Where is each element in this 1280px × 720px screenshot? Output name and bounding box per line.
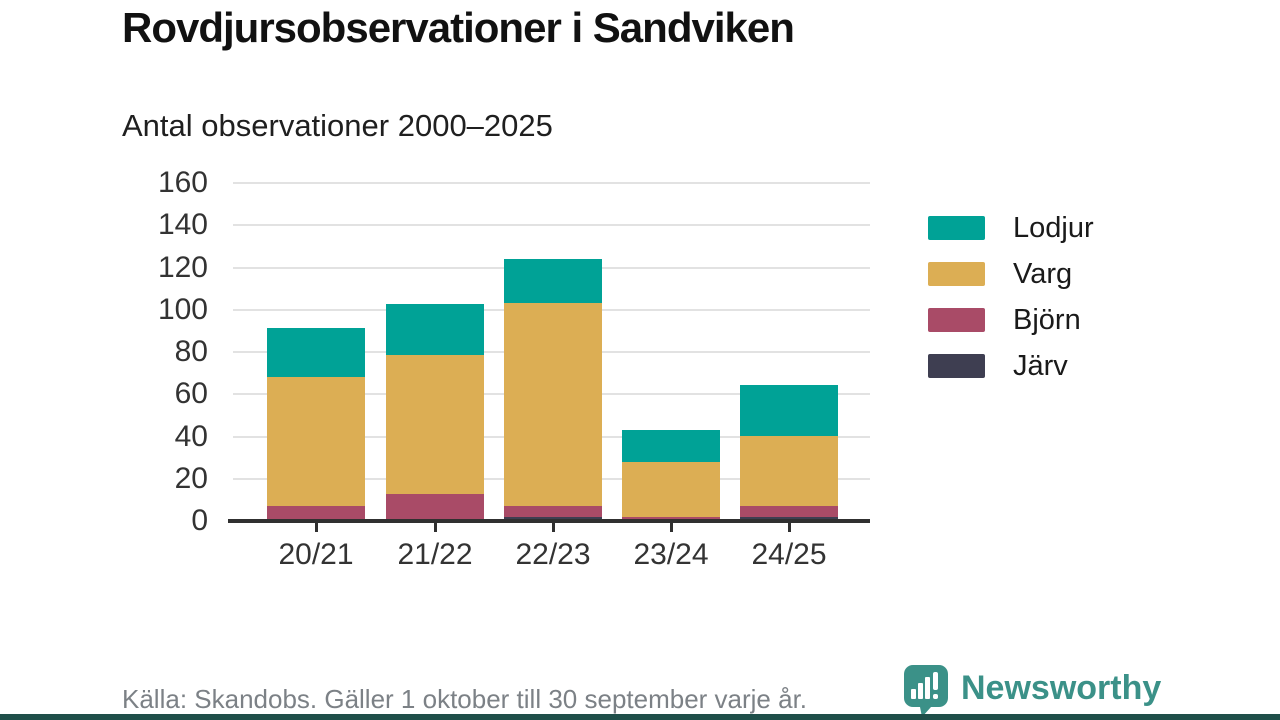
bar-20/21-Lodjur (267, 328, 365, 377)
bottom-accent-strip (0, 714, 1280, 720)
legend-item-Lodjur: Lodjur (928, 211, 1094, 244)
bar-21/22-Varg (386, 355, 484, 494)
brand-logo: Newsworthy (903, 664, 1161, 720)
bar-21/22-Björn (386, 494, 484, 521)
bar-24/25-Björn (740, 506, 838, 517)
x-axis-label: 23/24 (633, 538, 709, 571)
legend-swatch-Järv (928, 354, 985, 378)
x-axis-tick (315, 523, 318, 532)
newsworthy-icon (903, 664, 949, 720)
legend-swatch-Lodjur (928, 216, 985, 240)
y-axis-label: 120 (157, 250, 208, 284)
y-axis-label: 0 (191, 504, 208, 537)
bar-24/25-Lodjur (740, 385, 838, 436)
x-axis-tick (434, 523, 437, 532)
legend-swatch-Varg (928, 262, 985, 286)
legend-item-Varg: Varg (928, 257, 1094, 290)
page-title: Rovdjursobservationer i Sandviken (122, 4, 795, 51)
x-axis-label: 21/22 (397, 538, 473, 571)
bar-23/24-Björn (622, 517, 720, 519)
gridline-140 (233, 224, 870, 227)
brand-name: Newsworthy (961, 669, 1162, 707)
bar-20/21-Björn (267, 506, 365, 521)
x-axis-line (228, 519, 870, 523)
bar-22/23-Varg (504, 303, 602, 506)
chart-legend: Lodjur Varg Björn Järv (928, 211, 1094, 382)
x-axis-tick (670, 523, 673, 532)
legend-item-Järv: Järv (928, 349, 1094, 382)
bar-23/24-Varg (622, 462, 720, 517)
y-axis-label: 100 (157, 292, 208, 326)
bar-20/21-Varg (267, 377, 365, 506)
legend-label: Lodjur (1013, 211, 1094, 244)
chart-subtitle: Antal observationer 2000–2025 (122, 108, 553, 143)
y-axis-label: 40 (174, 419, 208, 453)
x-axis-label: 22/23 (515, 538, 591, 571)
source-note: Källa: Skandobs. Gäller 1 oktober till 3… (122, 684, 808, 714)
gridline-160 (233, 182, 870, 184)
x-axis-label: 24/25 (751, 538, 827, 571)
x-axis-label: 20/21 (278, 538, 354, 571)
y-axis-label: 140 (157, 208, 208, 242)
y-axis-label: 60 (174, 377, 208, 411)
legend-label: Varg (1013, 257, 1073, 290)
legend-swatch-Björn (928, 308, 985, 332)
legend-item-Björn: Björn (928, 303, 1094, 336)
bar-22/23-Björn (504, 506, 602, 517)
bar-23/24-Lodjur (622, 430, 720, 462)
legend-label: Björn (1013, 303, 1081, 336)
x-axis-tick (552, 523, 555, 532)
bar-22/23-Lodjur (504, 259, 602, 303)
bar-24/25-Varg (740, 436, 838, 506)
y-axis-label: 80 (174, 335, 208, 368)
y-axis-label: 160 (157, 166, 208, 199)
legend-label: Järv (1013, 349, 1068, 382)
y-axis-label: 20 (174, 461, 208, 495)
bar-21/22-Lodjur (386, 304, 484, 355)
x-axis-tick (788, 523, 791, 532)
